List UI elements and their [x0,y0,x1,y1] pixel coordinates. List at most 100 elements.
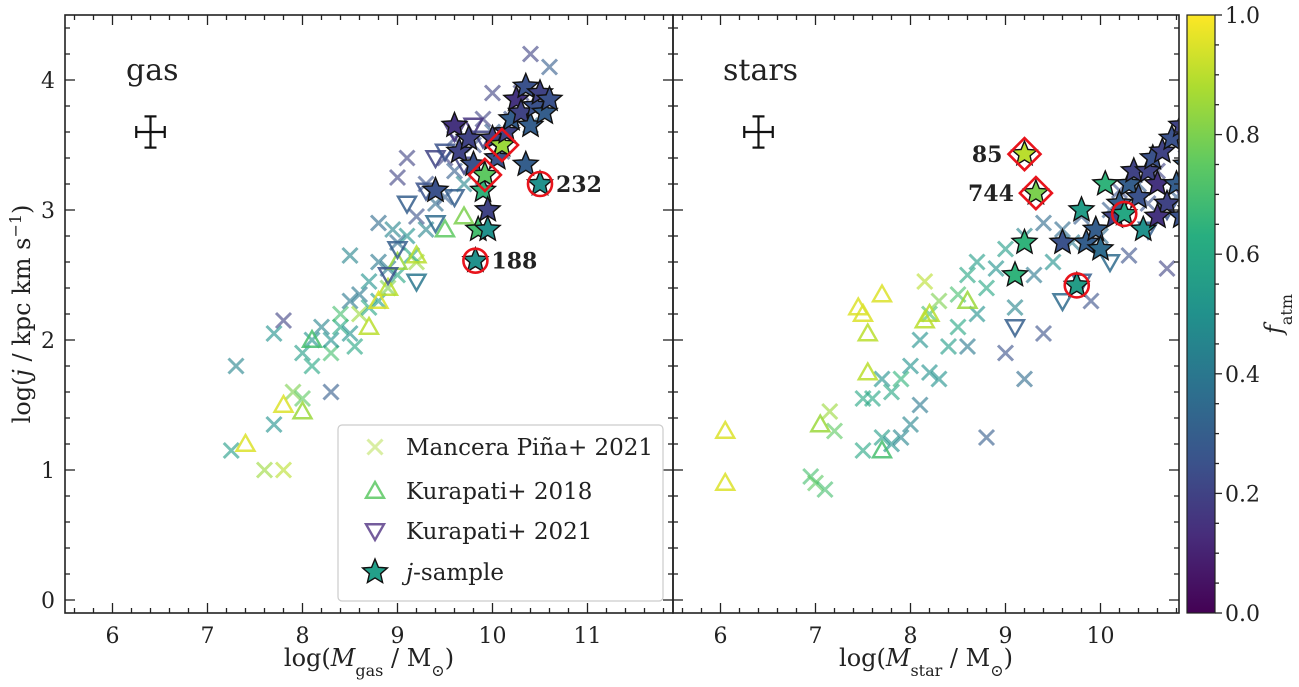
stars-kurapati18-point [870,439,894,459]
gas-annotations: 232 188 [491,172,602,275]
stars-jsample-point [1167,207,1179,229]
gas-jsample-point [470,160,500,187]
gas-kurapati21-point [405,273,428,293]
gas-kurapati21-point [395,195,419,215]
stars-mancera-point [873,370,891,388]
legend-label-mancera: Mancera Piña+ 2021 [406,435,653,461]
gas-mancera-point [341,324,359,343]
colorbar-tick-label: 0.8 [1225,124,1260,149]
stars-mancera-point [911,396,929,414]
stars-mancera-point [1044,253,1062,271]
stars-kurapati21-point [1051,293,1074,313]
stars-jsample-point [1000,260,1030,287]
gas-kurapati18-point [367,289,390,309]
svg-text:fatm: fatm [1260,294,1296,336]
stars-jsample-point [1110,199,1139,226]
stars-mancera-point [1025,266,1043,284]
stars-mancera-point [920,363,939,382]
gas-mancera-point [360,272,378,291]
legend-marker-kurapati21 [363,523,387,543]
x-axis-label-gas: log(Mgas / M⊙) [284,644,454,680]
svg-text:log(j / kpc km s−1): log(j / kpc km s−1) [6,205,37,424]
gas-x-tick-label: 7 [201,624,215,649]
stars-kurapati18-point [714,471,737,491]
legend-marker-jsample [360,557,390,584]
colorbar-gradient [1186,14,1216,614]
stars-mancera-point [930,370,948,388]
stars-jsample-point [1086,234,1115,261]
gas-panel: 6 7 8 9 10 11 0 1 2 3 4 gas 232 188 [41,14,674,649]
gas-kurapati18-point [452,205,476,225]
gas-mancera-point [265,415,283,434]
stars-mancera-point [873,428,891,447]
gas-mancera-point [350,285,369,304]
stars-kurapati18-point [870,283,894,303]
stars-mancera-point [916,272,934,291]
gas-mancera-point [293,389,312,408]
stars-jsample-point [1067,195,1096,222]
gas-kurapati18-point [234,432,257,452]
colorbar-tick-label: 0.4 [1225,363,1260,388]
gas-kurapati18-point [386,250,409,270]
stars-jsample-point [1081,214,1110,242]
stars-kurapati18-point [918,302,941,322]
stars-highlight-marker [1063,272,1091,299]
stars-mancera-point [821,402,839,421]
stars-x-tick-label: 8 [904,624,918,649]
gas-jsample-point [461,245,490,273]
legend-box [337,424,664,602]
gas-mancera-point [265,324,283,343]
colorbar-tick-label: 0.2 [1225,482,1260,507]
gas-mancera-point [350,305,369,323]
gas-mancera-point [346,337,364,356]
stars-jsample-point [1010,139,1039,167]
gas-x-tick-label: 10 [479,624,507,649]
legend: Mancera Piña+ 2021 Kurapati+ 2018 Kurapati… [337,424,664,602]
gas-jsample-point [445,136,474,164]
gas-mancera-point [388,266,407,284]
stars-jsample-point [1152,188,1179,216]
gas-mancera-point [255,461,274,479]
stars-mancera-point [1015,370,1034,388]
gas-mancera-point [398,149,416,167]
stars-highlight-marker [1110,200,1138,228]
stars-jsample-point [1021,178,1051,206]
stars-jsample-point [1048,227,1077,255]
gas-mancera-point [227,357,245,375]
legend-label-jsample: j-sample [401,560,504,586]
stars-mancera-point [892,428,910,447]
gas-kurapati18-point [357,315,381,335]
stars-mancera-point [996,344,1015,362]
y-tick-label: 3 [41,199,55,224]
stars-panel-ticks: 6 7 8 9 10 [673,15,1179,649]
y-tick-label: 1 [41,459,55,484]
y-axis-label: log(j / kpc km s−1) [6,205,37,424]
legend-label-kurapati21: Kurapati+ 2021 [406,519,592,545]
gas-panel-markers [222,45,564,479]
stars-annotation-label: 85 [972,142,1003,168]
gas-x-tick-label: 8 [296,624,310,649]
stars-x-tick-label: 9 [999,624,1013,649]
gas-jsample-point [535,84,564,112]
stars-mancera-point [863,389,882,408]
gas-mancera-point [293,344,312,362]
y-tick-label: 0 [41,589,55,614]
stars-kurapati21-point [1098,254,1122,274]
legend-label-kurapati18: Kurapati+ 2018 [406,479,592,505]
stars-jsample-point [1062,270,1091,298]
colorbar-tick-label: 1.0 [1225,4,1260,29]
colorbar-tick-label: 0.6 [1225,243,1260,268]
gas-mancera-point [341,246,359,265]
stars-kurapati18-point [809,413,832,433]
gas-kurapati21-point [376,267,400,287]
gas-kurapati21-point [424,215,447,235]
gas-jsample-point [511,149,540,177]
gas-mancera-point [222,441,240,460]
gas-mancera-point [483,84,502,102]
stars-panel-label: stars [723,53,798,88]
gas-mancera-point [369,214,388,232]
stars-panel: 6 7 8 9 10 stars 85 744 [672,14,1180,649]
gas-mancera-point [384,220,402,239]
stars-mancera-point [987,259,1005,278]
